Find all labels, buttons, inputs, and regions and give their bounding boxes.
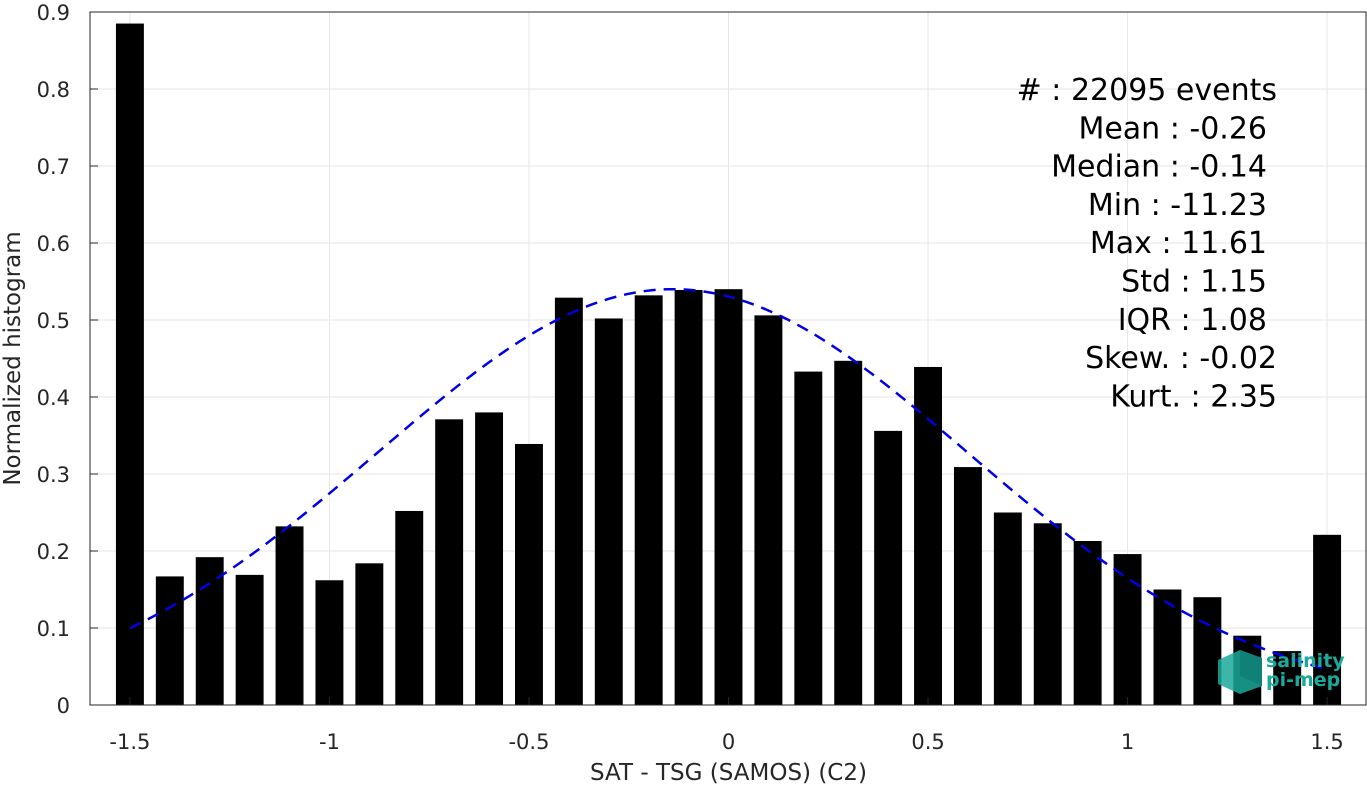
y-tick-label: 0.4 — [37, 386, 70, 410]
histogram-bar — [315, 580, 344, 705]
y-tick-label: 0.8 — [37, 78, 70, 102]
histogram-bar — [594, 318, 623, 705]
x-tick-label: -1.5 — [109, 730, 150, 754]
histogram-bar — [235, 574, 264, 705]
stat-line: Min : -11.23 — [1088, 188, 1267, 223]
stat-line: Std : 1.15 — [1121, 265, 1267, 300]
histogram-bar — [1033, 523, 1062, 705]
histogram-bar — [1073, 540, 1102, 705]
y-axis-ticks: 0 0.1 0.2 0.3 0.4 0.5 0.6 0.7 0.8 0.9 — [37, 1, 98, 718]
y-tick-label: 0.6 — [37, 232, 70, 256]
x-tick-label: 0.5 — [911, 730, 944, 754]
y-tick-label: 0.1 — [37, 617, 70, 641]
logo-text-salinity: salinity — [1266, 650, 1345, 672]
x-tick-label: 0 — [722, 730, 735, 754]
histogram-bar — [395, 510, 424, 705]
histogram-bar — [794, 371, 823, 705]
stat-line: Max : 11.61 — [1090, 226, 1267, 261]
y-tick-label: 0.5 — [37, 309, 70, 333]
histogram-bar — [554, 297, 583, 705]
histogram-bar — [993, 512, 1022, 705]
x-tick-label: 1.5 — [1310, 730, 1343, 754]
histogram-bar — [914, 366, 942, 705]
histogram-bar — [475, 412, 504, 705]
x-axis-ticks: -1.5 -1 -0.5 0 0.5 1 1.5 — [109, 697, 1344, 754]
x-axis-title: SAT - TSG (SAMOS) (C2) — [590, 760, 867, 785]
x-tick-label: -0.5 — [508, 730, 549, 754]
histogram-bar — [1113, 554, 1142, 705]
histogram-bar — [1153, 589, 1182, 705]
y-tick-label: 0.7 — [37, 155, 70, 179]
logo-text-pimep: pi-mep — [1266, 669, 1340, 691]
salinity-pimep-logo: salinity pi-mep — [1218, 650, 1345, 694]
histogram-bar — [754, 315, 783, 705]
histogram-bar — [115, 23, 144, 706]
histogram-bar — [1193, 597, 1222, 705]
x-tick-label: -1 — [319, 730, 340, 754]
histogram-bar — [1313, 534, 1342, 705]
histogram-bar — [834, 360, 863, 705]
histogram-bar — [195, 557, 224, 705]
stat-line: Skew. : -0.02 — [1085, 341, 1277, 376]
y-tick-label: 0.2 — [37, 540, 70, 564]
histogram-bar — [953, 467, 982, 705]
stat-line: IQR : 1.08 — [1118, 303, 1267, 338]
histogram-bar — [355, 563, 384, 705]
stat-line: Kurt. : 2.35 — [1110, 379, 1277, 414]
histogram-bars — [115, 23, 1342, 706]
stat-line: Median : -0.14 — [1051, 150, 1267, 185]
histogram-bar — [155, 576, 184, 705]
gaussian-fit-curve — [129, 287, 1328, 671]
histogram-bar — [515, 443, 543, 705]
histogram-bar — [714, 289, 743, 705]
y-tick-label: 0.3 — [37, 463, 70, 487]
histogram-bar — [674, 289, 703, 705]
y-tick-label: 0.9 — [37, 1, 70, 25]
x-tick-label: 1 — [1121, 730, 1134, 754]
stat-line: Mean : -0.26 — [1078, 111, 1267, 146]
y-tick-label: 0 — [57, 694, 70, 718]
stat-line: # : 22095 events — [1017, 73, 1277, 108]
histogram-bar — [275, 526, 304, 705]
histogram-bar — [634, 295, 663, 705]
logo-cube-face — [1240, 650, 1262, 686]
histogram-bar — [435, 419, 464, 705]
y-axis-title: Normalized histogram — [0, 231, 26, 485]
histogram-bar — [874, 430, 903, 705]
